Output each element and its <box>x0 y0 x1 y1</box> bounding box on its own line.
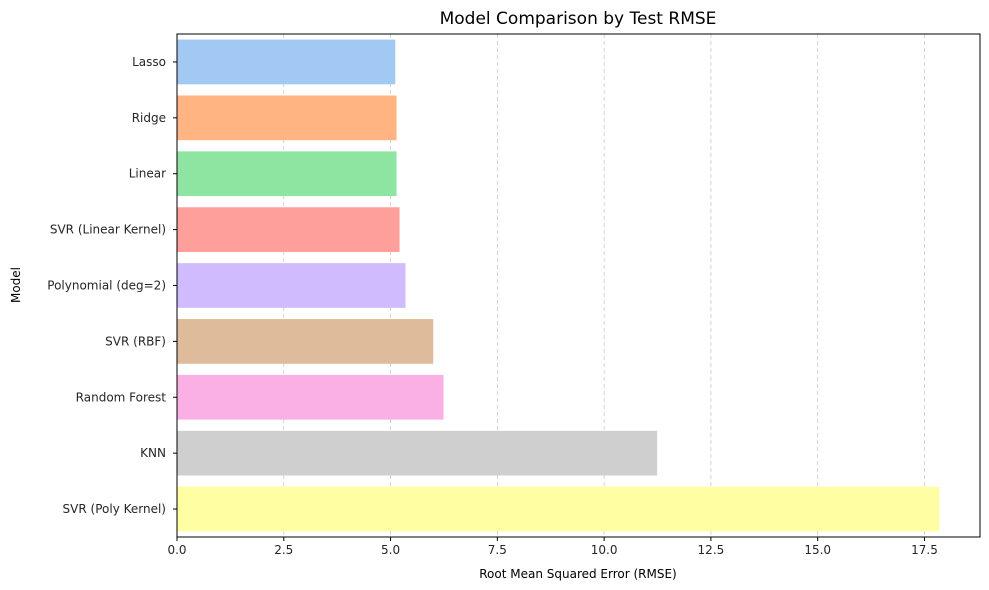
y-tick-label: Ridge <box>132 111 166 125</box>
y-tick-label: SVR (Linear Kernel) <box>50 223 166 237</box>
bar <box>177 486 940 532</box>
x-axis: 0.0 2.5 5.0 7.5 10.0 12.5 15.0 17.5 <box>167 537 938 557</box>
x-tick-label: 7.5 <box>488 543 507 557</box>
x-tick-label: 10.0 <box>591 543 618 557</box>
bar <box>177 430 658 476</box>
x-tick-label: 17.5 <box>911 543 938 557</box>
x-tick-label: 12.5 <box>698 543 725 557</box>
x-tick-label: 15.0 <box>804 543 831 557</box>
bar <box>177 263 406 308</box>
y-axis-label: Model <box>9 267 23 303</box>
bar <box>177 319 434 364</box>
y-axis: Lasso Ridge Linear SVR (Linear Kernel) Polyn… <box>47 55 177 516</box>
y-tick-label: Lasso <box>132 55 166 69</box>
y-tick-label: KNN <box>140 446 166 460</box>
bar <box>177 207 400 252</box>
bar <box>177 151 397 197</box>
x-tick-label: 5.0 <box>381 543 400 557</box>
bar <box>177 39 396 85</box>
bar <box>177 95 397 141</box>
y-tick-label: SVR (RBF) <box>105 334 166 348</box>
x-tick-label: 2.5 <box>274 543 293 557</box>
x-tick-label: 0.0 <box>167 543 186 557</box>
y-tick-label: Random Forest <box>76 390 167 404</box>
bar <box>177 374 444 420</box>
y-tick-label: SVR (Poly Kernel) <box>63 502 166 516</box>
chart-title: Model Comparison by Test RMSE <box>440 9 717 29</box>
y-tick-label: Linear <box>129 167 166 181</box>
y-tick-label: Polynomial (deg=2) <box>47 279 166 293</box>
bar-layer <box>177 39 940 532</box>
x-axis-label: Root Mean Squared Error (RMSE) <box>479 567 677 581</box>
